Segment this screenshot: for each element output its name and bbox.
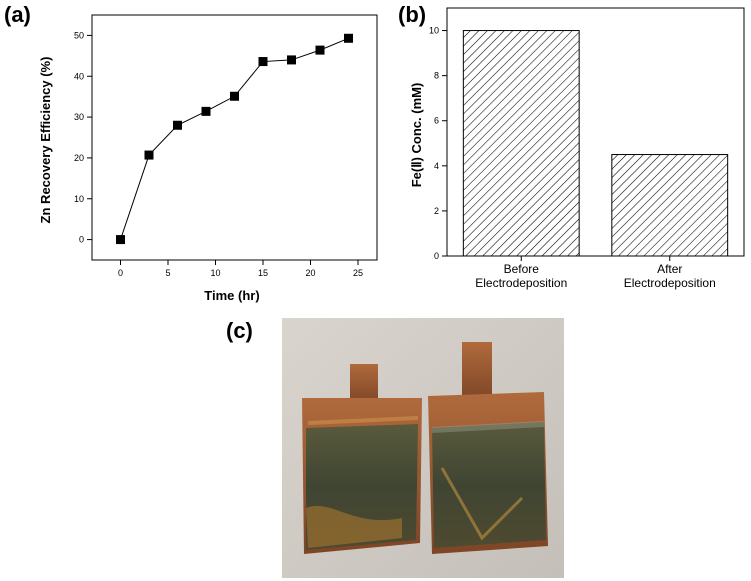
data-point-a (344, 33, 353, 43)
y-tick-label-a: 20 (74, 153, 84, 163)
x-tick-label-a: 20 (305, 268, 315, 278)
category-label-b-line2: Electrodeposition (624, 276, 716, 290)
y-tick-label-b: 10 (429, 26, 439, 36)
y-tick-label-a: 50 (74, 30, 84, 40)
y-tick-label-b: 0 (434, 251, 439, 261)
data-point-a (230, 91, 239, 101)
y-tick-label-b: 4 (434, 161, 439, 171)
data-point-a (201, 106, 211, 116)
photo-electrodes (282, 318, 564, 578)
y-tick-label-b: 8 (434, 71, 439, 81)
x-tick-label-a: 25 (353, 268, 363, 278)
data-point-a (315, 45, 325, 55)
data-point-a (116, 235, 125, 245)
x-tick-label-a: 15 (258, 268, 268, 278)
plot-frame-b (446, 7, 745, 257)
bar-b (462, 30, 580, 257)
electrode-right (428, 342, 548, 554)
y-tick-label-a: 10 (74, 194, 84, 204)
data-point-a (258, 57, 268, 67)
data-point-a (287, 55, 296, 65)
panel-label-c: (c) (226, 318, 253, 343)
y-tick-label-b: 6 (434, 116, 439, 126)
x-tick-label-a: 5 (165, 268, 170, 278)
electrode-left (302, 364, 422, 554)
category-label-b-line1: After (657, 262, 682, 276)
y-tick-label-a: 0 (79, 235, 84, 245)
x-tick-label-a: 10 (210, 268, 220, 278)
x-tick-label-a: 0 (118, 268, 123, 278)
y-axis-title-a: Zn Recovery Efficiency (%) (38, 57, 53, 224)
panel-label-a: (a) (4, 2, 31, 27)
y-tick-label-b: 2 (434, 206, 439, 216)
bar-b (611, 154, 729, 257)
category-label-b-line2: Electrodeposition (475, 276, 567, 290)
category-label-b-line1: Before (504, 262, 540, 276)
plot-frame-a (91, 14, 378, 261)
x-axis-title-a: Time (hr) (204, 288, 259, 303)
data-point-a (173, 120, 182, 130)
y-tick-label-a: 40 (74, 71, 84, 81)
panel-label-b: (b) (398, 2, 427, 27)
y-tick-label-a: 30 (74, 112, 84, 122)
data-point-a (144, 150, 154, 160)
y-axis-title-b: Fe(Ⅱ) Conc. (mM) (409, 83, 424, 188)
